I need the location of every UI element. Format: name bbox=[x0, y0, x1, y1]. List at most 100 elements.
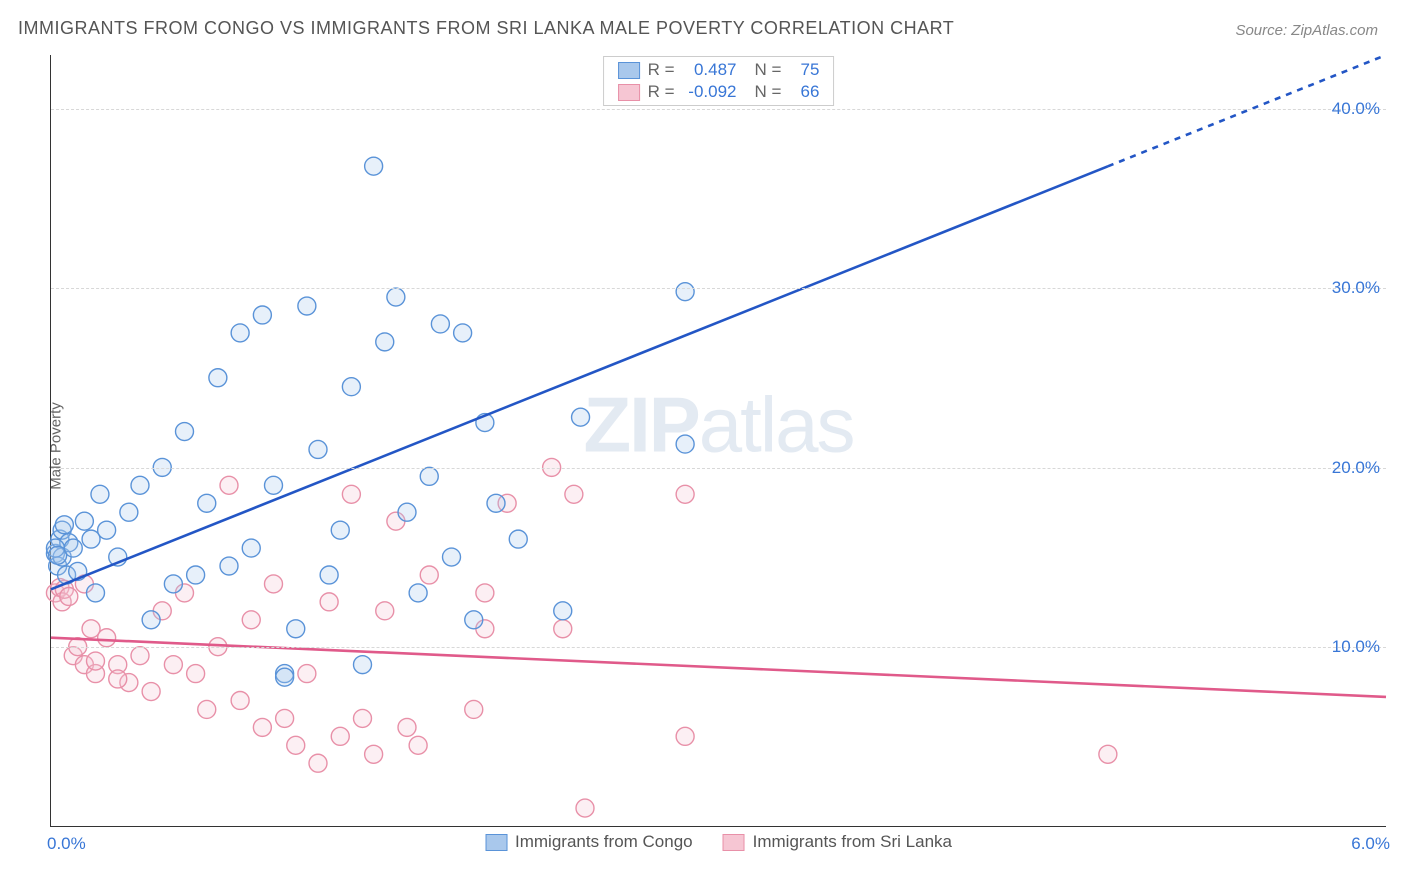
scatter-point bbox=[75, 512, 93, 530]
stat-r-value: 0.487 bbox=[683, 60, 737, 80]
scatter-point bbox=[398, 718, 416, 736]
scatter-point bbox=[87, 652, 105, 670]
stat-r-value: -0.092 bbox=[683, 82, 737, 102]
gridline bbox=[51, 468, 1386, 469]
legend-label: Immigrants from Congo bbox=[515, 832, 693, 852]
stat-n-value: 75 bbox=[789, 60, 819, 80]
stat-r-label: R = bbox=[648, 60, 675, 80]
scatter-point bbox=[320, 593, 338, 611]
scatter-point bbox=[231, 692, 249, 710]
plot-svg bbox=[51, 55, 1386, 826]
scatter-point bbox=[365, 745, 383, 763]
scatter-point bbox=[120, 503, 138, 521]
stat-n-value: 66 bbox=[789, 82, 819, 102]
scatter-point bbox=[476, 584, 494, 602]
scatter-point bbox=[676, 727, 694, 745]
scatter-point bbox=[342, 378, 360, 396]
scatter-point bbox=[554, 620, 572, 638]
scatter-point bbox=[265, 575, 283, 593]
scatter-point bbox=[298, 297, 316, 315]
scatter-point bbox=[376, 333, 394, 351]
legend-item: Immigrants from Sri Lanka bbox=[723, 832, 952, 852]
scatter-point bbox=[187, 566, 205, 584]
scatter-point bbox=[220, 476, 238, 494]
scatter-point bbox=[554, 602, 572, 620]
scatter-point bbox=[509, 530, 527, 548]
scatter-point bbox=[55, 516, 73, 534]
scatter-point bbox=[454, 324, 472, 342]
scatter-point bbox=[387, 288, 405, 306]
scatter-point bbox=[365, 157, 383, 175]
scatter-point bbox=[60, 588, 78, 606]
x-tick-right: 6.0% bbox=[1351, 834, 1390, 854]
scatter-point bbox=[253, 306, 271, 324]
scatter-point bbox=[431, 315, 449, 333]
scatter-point bbox=[465, 700, 483, 718]
stat-r-label: R = bbox=[648, 82, 675, 102]
legend-swatch bbox=[618, 84, 640, 101]
series-legend: Immigrants from Congo Immigrants from Sri… bbox=[485, 832, 952, 852]
scatter-point bbox=[398, 503, 416, 521]
y-tick-label: 40.0% bbox=[1332, 99, 1380, 119]
scatter-point bbox=[320, 566, 338, 584]
scatter-point bbox=[131, 476, 149, 494]
scatter-point bbox=[287, 620, 305, 638]
y-tick-label: 10.0% bbox=[1332, 637, 1380, 657]
stat-n-label: N = bbox=[755, 60, 782, 80]
scatter-point bbox=[276, 668, 294, 686]
scatter-point bbox=[465, 611, 483, 629]
scatter-point bbox=[298, 665, 316, 683]
legend-stats-row: R = 0.487 N = 75 bbox=[604, 59, 834, 81]
scatter-point bbox=[676, 283, 694, 301]
scatter-point bbox=[342, 485, 360, 503]
source-attribution: Source: ZipAtlas.com bbox=[1235, 22, 1378, 39]
legend-label: Immigrants from Sri Lanka bbox=[753, 832, 952, 852]
scatter-point bbox=[131, 647, 149, 665]
scatter-point bbox=[409, 736, 427, 754]
scatter-point bbox=[576, 799, 594, 817]
scatter-point bbox=[354, 656, 372, 674]
legend-swatch bbox=[723, 834, 745, 851]
scatter-point bbox=[265, 476, 283, 494]
scatter-point bbox=[487, 494, 505, 512]
scatter-point bbox=[565, 485, 583, 503]
legend-item: Immigrants from Congo bbox=[485, 832, 693, 852]
scatter-point bbox=[1099, 745, 1117, 763]
scatter-point bbox=[176, 423, 194, 441]
gridline bbox=[51, 288, 1386, 289]
scatter-point bbox=[220, 557, 238, 575]
legend-swatch bbox=[618, 62, 640, 79]
scatter-point bbox=[142, 611, 160, 629]
scatter-point bbox=[409, 584, 427, 602]
scatter-point bbox=[198, 700, 216, 718]
stat-n-label: N = bbox=[755, 82, 782, 102]
scatter-point bbox=[276, 709, 294, 727]
scatter-point bbox=[142, 683, 160, 701]
scatter-point bbox=[242, 539, 260, 557]
y-tick-label: 30.0% bbox=[1332, 278, 1380, 298]
scatter-point bbox=[187, 665, 205, 683]
plot-area: ZIPatlas R =0.487N =75R =-0.092N =66 Imm… bbox=[50, 55, 1386, 827]
scatter-point bbox=[242, 611, 260, 629]
scatter-point bbox=[91, 485, 109, 503]
scatter-point bbox=[443, 548, 461, 566]
scatter-point bbox=[420, 467, 438, 485]
scatter-point bbox=[287, 736, 305, 754]
scatter-point bbox=[676, 485, 694, 503]
scatter-point bbox=[209, 369, 227, 387]
legend-stats-row: R = -0.092 N = 66 bbox=[604, 81, 834, 103]
scatter-point bbox=[87, 584, 105, 602]
scatter-point bbox=[98, 521, 116, 539]
scatter-point bbox=[253, 718, 271, 736]
scatter-point bbox=[331, 521, 349, 539]
scatter-point bbox=[309, 440, 327, 458]
scatter-point bbox=[676, 435, 694, 453]
scatter-point bbox=[64, 539, 82, 557]
scatter-point bbox=[376, 602, 394, 620]
gridline bbox=[51, 109, 1386, 110]
scatter-point bbox=[354, 709, 372, 727]
scatter-point bbox=[164, 656, 182, 674]
chart-title: IMMIGRANTS FROM CONGO VS IMMIGRANTS FROM… bbox=[18, 18, 954, 39]
y-tick-label: 20.0% bbox=[1332, 458, 1380, 478]
scatter-point bbox=[420, 566, 438, 584]
